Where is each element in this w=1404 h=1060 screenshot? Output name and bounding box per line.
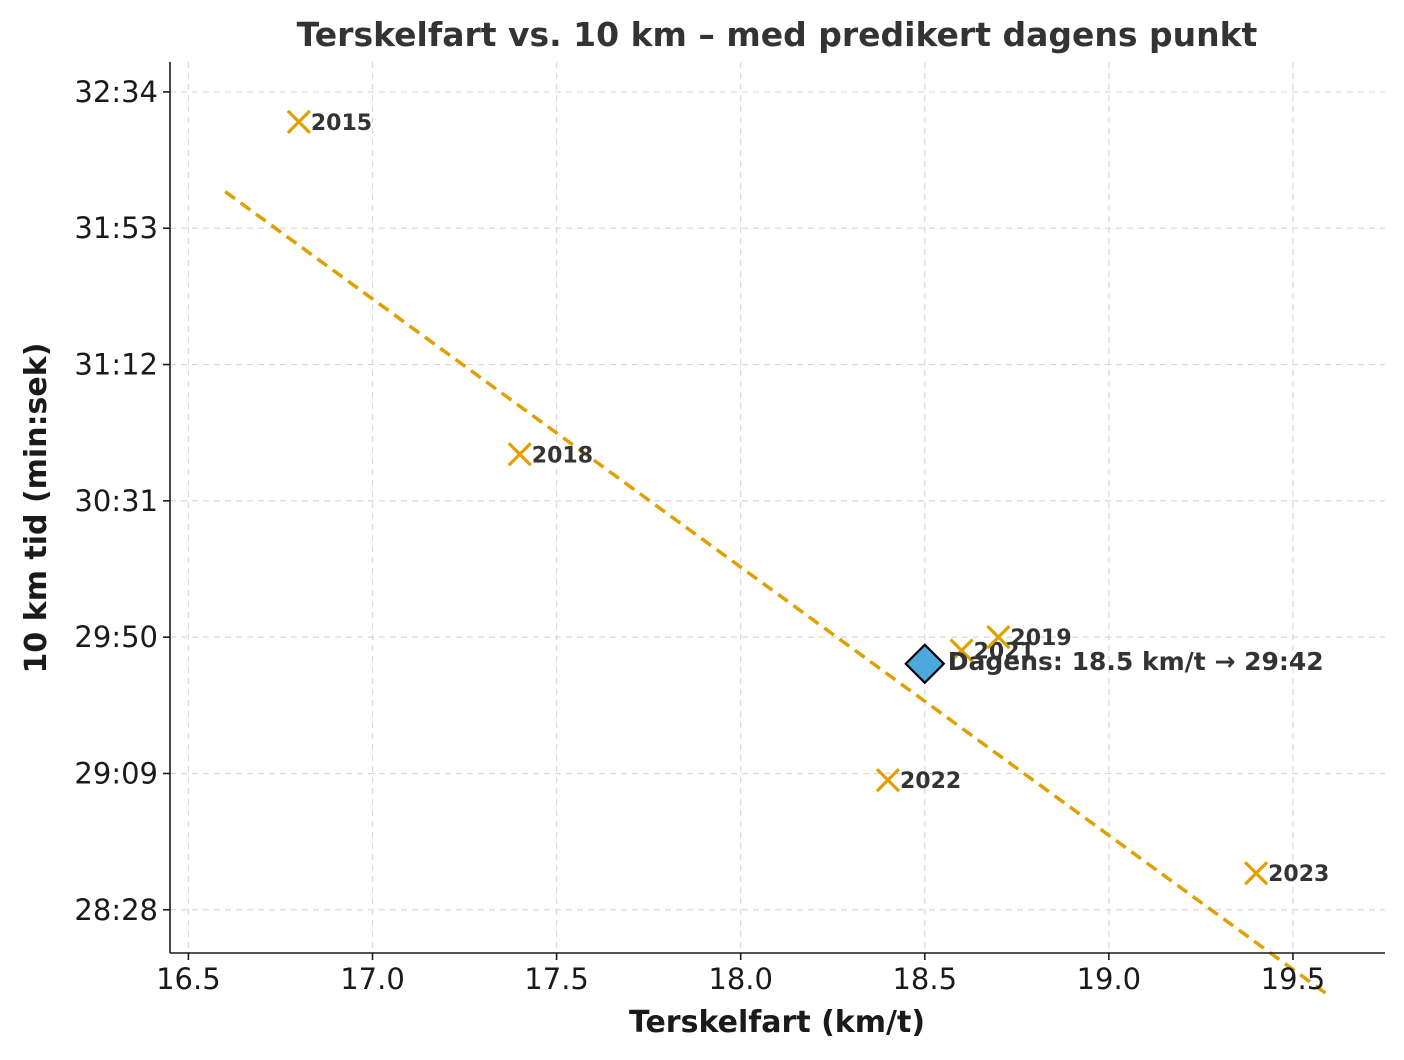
y-tick-label: 31:53 <box>74 211 158 245</box>
highlight-point: Dagens: 18.5 km/t → 29:42 <box>904 643 1324 685</box>
y-axis-ticks: 28:28 29:09 29:50 30:31 31:12 31:53 32:34 <box>74 75 170 927</box>
chart-title: Terskelfart vs. 10 km – med predikert da… <box>297 15 1258 54</box>
x-tick-label: 19.5 <box>1261 962 1326 996</box>
axis-spines <box>169 62 1385 954</box>
x-tick-label: 18.5 <box>892 962 957 996</box>
y-tick-label: 29:50 <box>74 620 158 654</box>
x-axis-ticks: 16.5 17.0 17.5 18.0 18.5 19.0 19.5 <box>156 953 1325 996</box>
y-tick-label: 30:31 <box>74 484 158 518</box>
y-tick-label: 29:09 <box>74 756 158 790</box>
x-tick-label: 19.0 <box>1077 962 1142 996</box>
point-label: 2019 <box>1010 626 1071 651</box>
y-axis-label: 10 km tid (min:sek) <box>19 343 54 674</box>
x-tick-label: 17.5 <box>524 962 589 996</box>
x-axis-label: Terskelfart (km/t) <box>629 1005 925 1040</box>
x-marker-stroke <box>986 625 1011 650</box>
x-marker-stroke <box>1244 861 1269 886</box>
x-tick-label: 18.0 <box>708 962 773 996</box>
y-tick-label: 28:28 <box>74 893 158 927</box>
data-point: 2018 <box>507 442 593 468</box>
grid-lines <box>170 62 1385 953</box>
data-point: 2015 <box>286 109 372 136</box>
highlight-label: Dagens: 18.5 km/t → 29:42 <box>948 647 1324 676</box>
y-tick-label: 31:12 <box>74 348 158 382</box>
point-label: 2018 <box>532 443 593 468</box>
x-tick-label: 17.0 <box>340 962 405 996</box>
trend-line <box>224 190 1331 998</box>
x-tick-label: 16.5 <box>156 962 221 996</box>
point-label: 2015 <box>311 111 372 136</box>
data-point: 2022 <box>875 767 961 794</box>
point-label: 2022 <box>900 769 961 794</box>
point-label: 2023 <box>1268 862 1329 887</box>
x-marker-stroke <box>949 638 974 663</box>
data-point: 2019 <box>986 625 1072 651</box>
data-point: 2023 <box>1244 861 1329 887</box>
x-marker-stroke <box>286 109 311 134</box>
x-marker-stroke <box>507 442 532 467</box>
y-tick-label: 32:34 <box>74 75 158 109</box>
x-marker-stroke <box>875 767 901 793</box>
highlight-diamond-marker <box>904 643 946 685</box>
